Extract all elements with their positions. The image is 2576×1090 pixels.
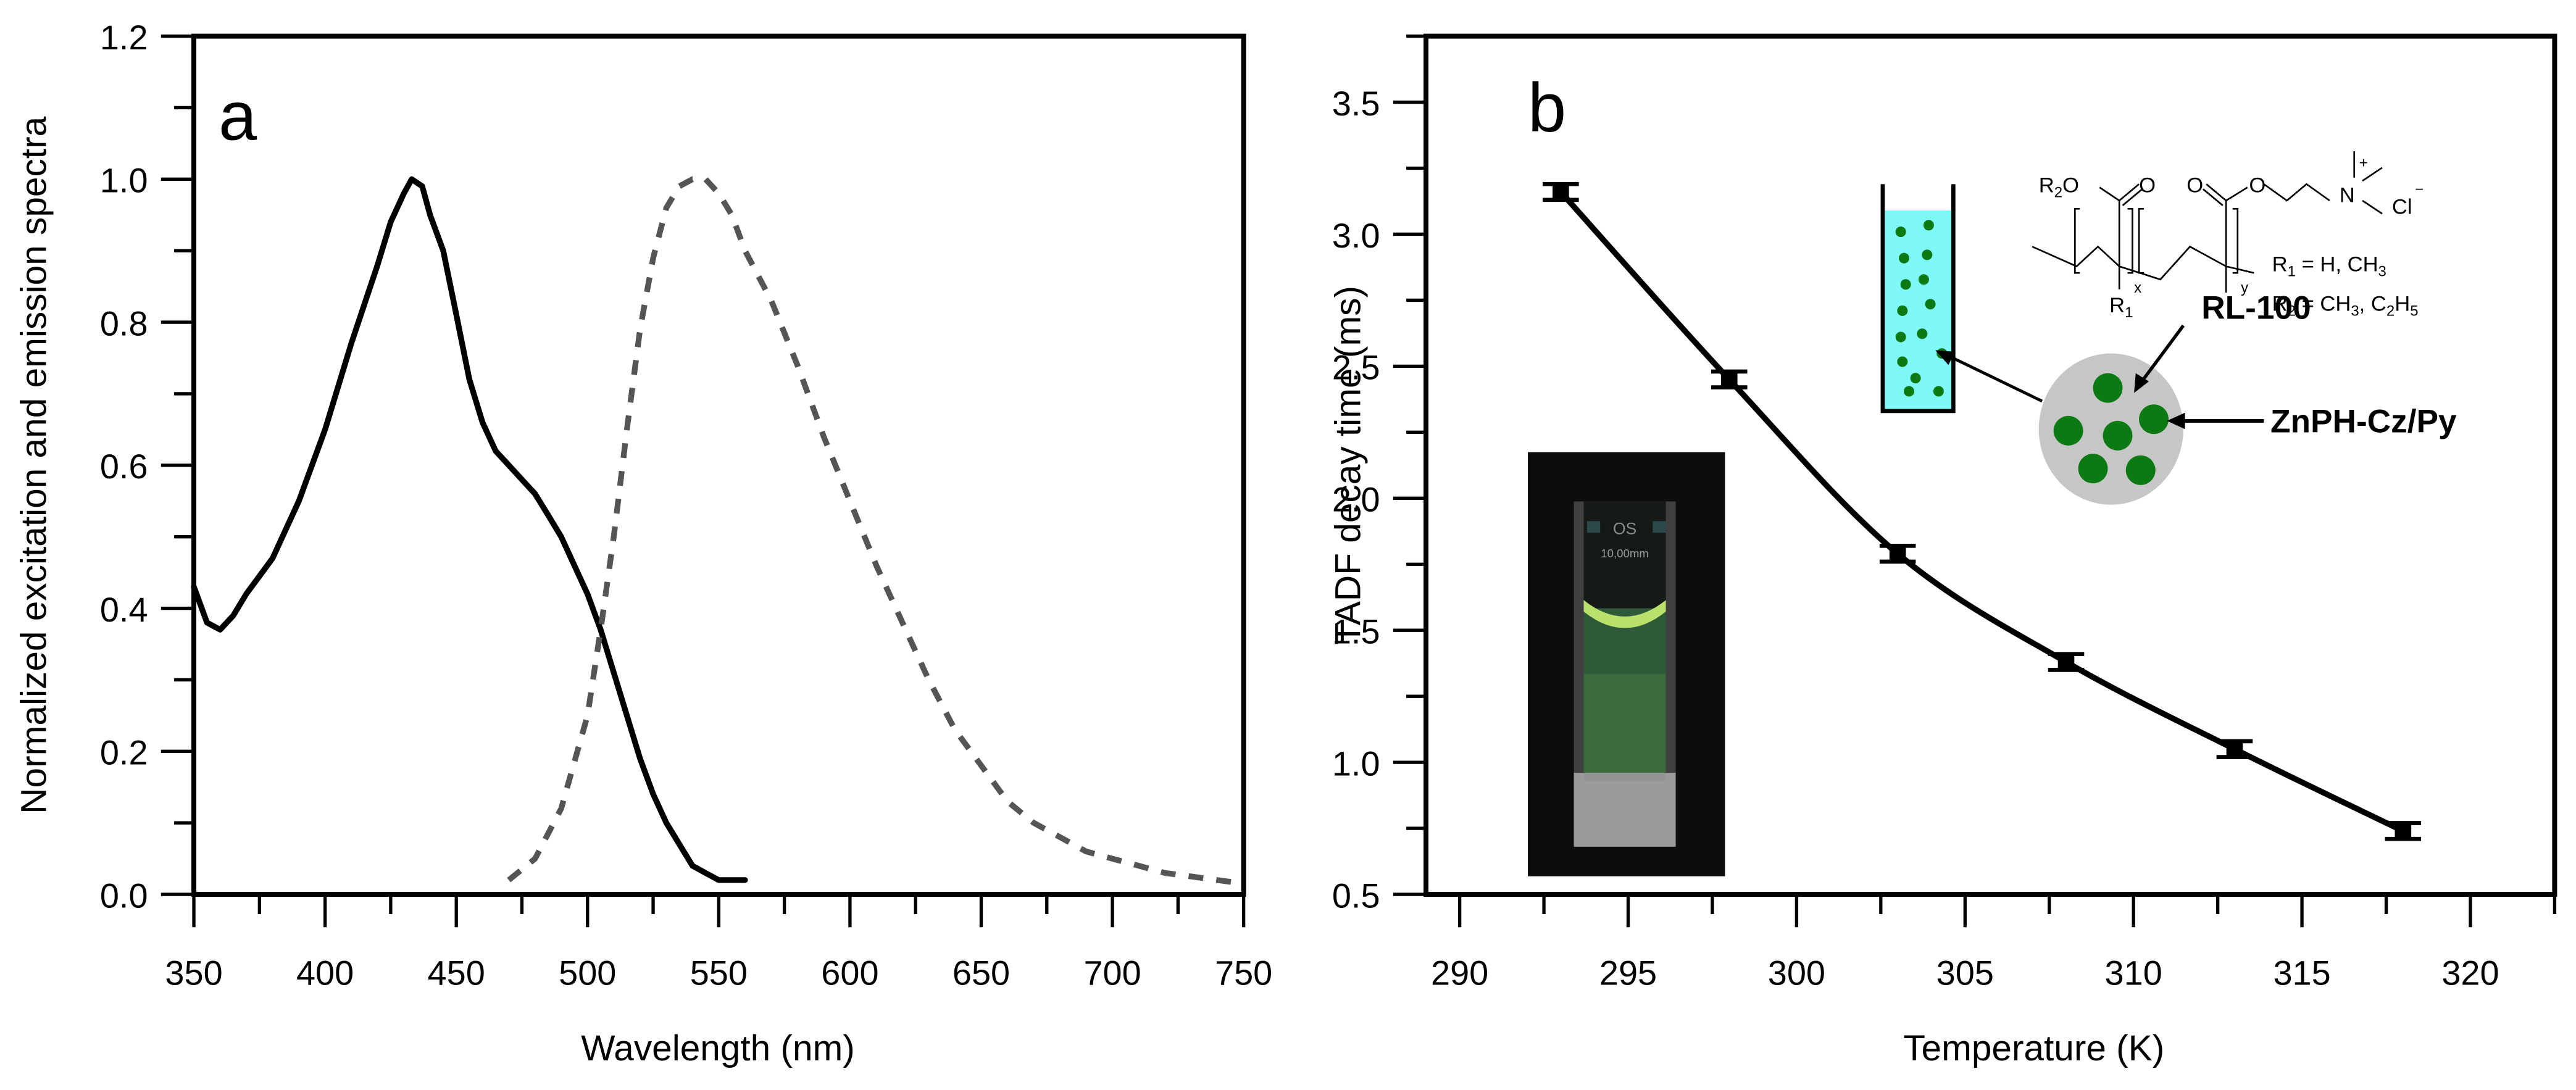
x-tick-label: 320 [2441,954,2499,992]
cuvette-size-label: 10,00mm [1601,547,1649,560]
cuvette-brand-label: OS [1613,520,1636,538]
panel-a-y-ticks: 0.0 0.2 0.4 0.6 0.8 1.0 1.2 [100,18,194,915]
panel-b-frame [1423,33,2557,897]
y-tick-label: 1.2 [100,18,148,57]
panel-b-x-ticks: 290 295 300 305 310 315 320 [1431,894,2557,992]
y-tick-label: 0.2 [100,733,148,772]
x-tick-label: 400 [296,954,354,992]
data-point [2385,821,2422,841]
nanoparticle-schematic: RL-100 ZnPH-Cz/Py [1935,290,2457,505]
rl100-chemical-structure [2032,151,2383,293]
svg-text:O: O [2186,174,2203,198]
excitation-curve [191,176,748,883]
data-point [2048,652,2085,672]
svg-text:x: x [2134,280,2141,296]
x-tick-label: 650 [952,954,1010,992]
y-tick-label: 0.4 [100,590,148,629]
svg-text:O: O [2249,174,2265,198]
svg-text:Cl: Cl [2392,195,2412,218]
svg-text:N: N [2340,184,2355,207]
data-point [2216,739,2253,759]
y-tick-label: 0.8 [100,304,148,343]
x-tick-label: 600 [821,954,878,992]
y-tick-label: 2.5 [1332,348,1380,387]
y-tick-label: 1.5 [1332,612,1380,651]
emission-curve [507,176,1244,887]
panel-b-data [1543,181,2422,841]
cuvette-photo: OS 10,00mm [1528,452,1725,876]
x-tick-label: 750 [1215,954,1272,992]
y-tick-label: 1.0 [1332,744,1380,783]
x-tick-label: 500 [559,954,616,992]
data-point [1543,181,1579,202]
x-tick-label: 450 [428,954,485,992]
data-point [1711,369,1748,389]
y-tick-label: 1.0 [100,161,148,200]
znph-label: ZnPH-Cz/Py [2270,404,2457,440]
y-tick-label: 3.5 [1332,84,1380,123]
y-tick-label: 0.5 [1332,876,1380,915]
x-tick-label: 295 [1599,954,1657,992]
svg-text:+: + [2359,155,2368,172]
rl100-label: RL-100 [2201,290,2311,327]
x-tick-label: 550 [690,954,748,992]
panel-b: 290 295 300 305 310 315 320 0.5 1.0 1.5 2.0 2.5 3.0… [1328,33,2557,1068]
x-tick-label: 310 [2105,954,2162,992]
svg-text:y: y [2241,280,2248,296]
svg-text:R1 = H, CH3: R1 = H, CH3 [2272,252,2386,280]
panel-b-letter: b [1528,69,1566,146]
beaker-schematic [1880,184,1956,414]
panel-a: 350 400 450 500 550 600 650 700 750 0.0 0.2 0.4 0.6… [14,18,1273,1068]
panel-a-y-axis-title: Normalized excitation and emission spect… [14,116,54,813]
y-tick-label: 0.6 [100,447,148,486]
x-tick-label: 350 [165,954,222,992]
x-tick-label: 305 [1936,954,1994,992]
x-tick-label: 290 [1431,954,1488,992]
svg-text:O: O [2139,174,2156,198]
svg-text:−: − [2415,181,2424,198]
panel-a-x-ticks: 350 400 450 500 550 600 650 700 750 [165,894,1272,992]
panel-a-letter: a [219,77,257,154]
panel-a-data [191,176,1244,887]
panel-b-y-axis-title: TADF decay time (ms) [1328,286,1369,645]
y-tick-label: 0.0 [100,876,148,915]
x-tick-label: 700 [1083,954,1141,992]
panel-b-y-ticks: 0.5 1.0 1.5 2.0 2.5 3.0 3.5 [1332,34,1427,915]
y-tick-label: 2.0 [1332,480,1380,519]
data-point [1879,543,1916,564]
x-tick-label: 315 [2273,954,2330,992]
panel-b-x-axis-title: Temperature (K) [1903,1028,2164,1068]
panel-a-x-axis-title: Wavelength (nm) [581,1028,855,1068]
y-tick-label: 3.0 [1332,216,1380,255]
x-tick-label: 300 [1768,954,1825,992]
